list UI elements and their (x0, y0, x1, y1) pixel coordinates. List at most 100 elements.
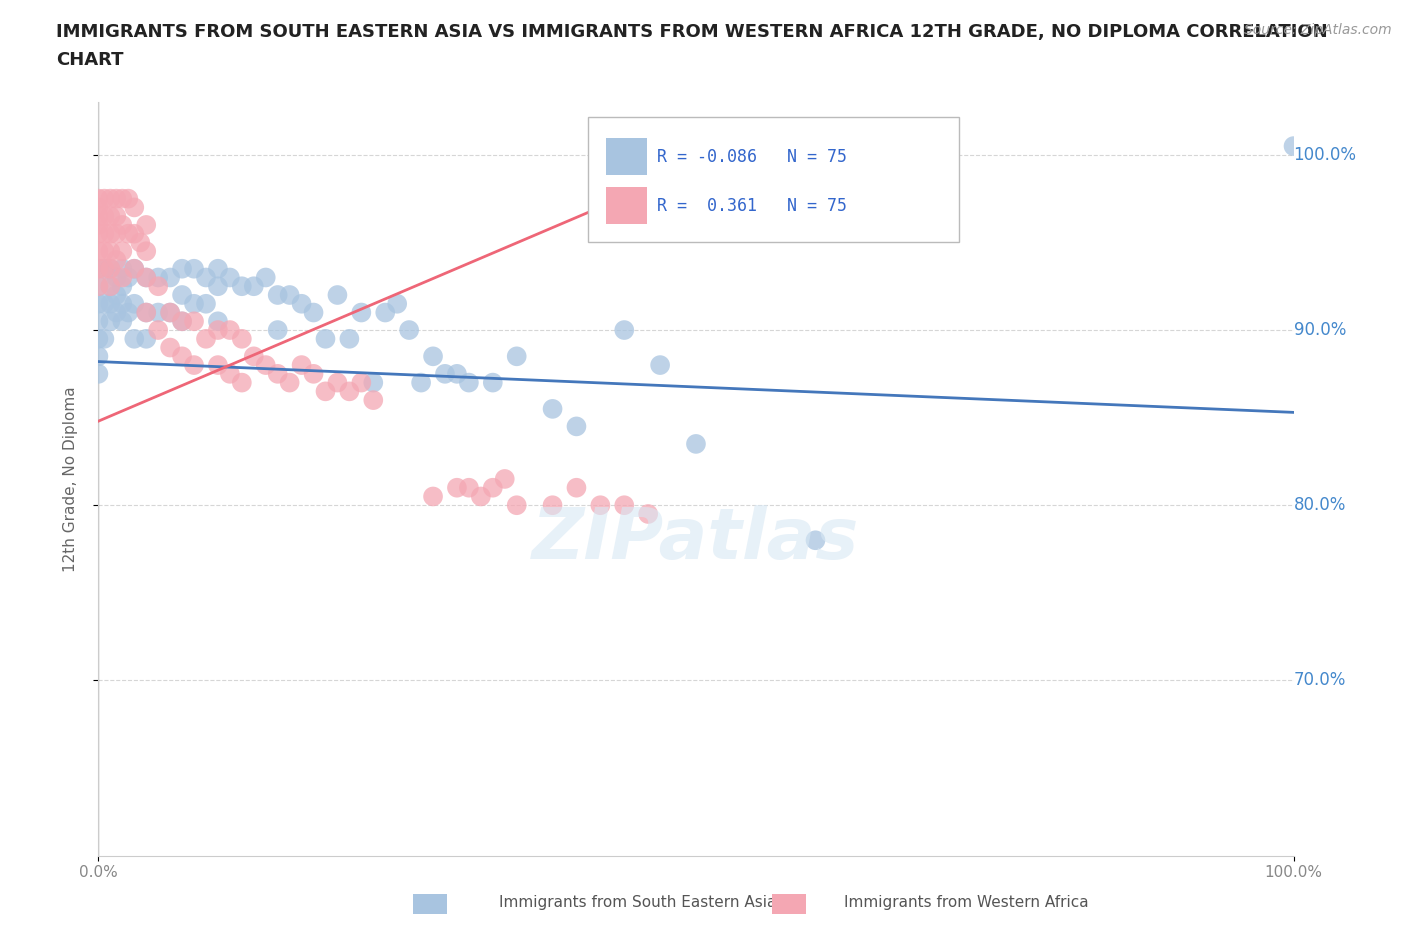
Point (159, 270, 181, 285)
Point (148, 279, 170, 294)
Point (87, 261, 110, 276)
Point (231, 331, 253, 346)
Point (111, 192, 134, 206)
Point (302, 305, 325, 320)
Point (87, 297, 110, 312)
Point (148, 323, 170, 338)
Point (315, 384, 337, 399)
Point (135, 270, 157, 285)
Point (87, 192, 110, 206)
Text: IMMIGRANTS FROM SOUTH EASTERN ASIA VS IMMIGRANTS FROM WESTERN AFRICA 12TH GRADE,: IMMIGRANTS FROM SOUTH EASTERN ASIA VS IM… (56, 23, 1327, 41)
Point (470, 489, 492, 504)
Point (135, 218, 157, 232)
Point (87, 218, 110, 232)
Point (183, 297, 205, 312)
Point (363, 392, 385, 407)
Point (267, 323, 290, 338)
Point (87, 313, 110, 328)
Text: 80.0%: 80.0% (1294, 497, 1346, 514)
Point (291, 358, 314, 373)
Point (87, 331, 110, 346)
Point (541, 402, 564, 417)
Point (117, 226, 139, 241)
Point (637, 507, 659, 522)
Point (613, 323, 636, 338)
Point (422, 349, 444, 364)
Point (159, 305, 181, 320)
Point (93, 297, 115, 312)
Point (93, 244, 115, 259)
Point (87, 244, 110, 259)
Point (111, 218, 134, 232)
Point (148, 305, 170, 320)
Point (172, 313, 194, 328)
FancyBboxPatch shape (589, 117, 959, 242)
Point (98, 208, 122, 223)
Point (87, 261, 110, 276)
Point (87, 200, 110, 215)
Point (117, 192, 139, 206)
Point (93, 226, 115, 241)
Point (98, 297, 122, 312)
Point (589, 498, 612, 512)
Point (135, 305, 157, 320)
Point (565, 480, 588, 495)
Point (207, 323, 229, 338)
Point (87, 208, 110, 223)
Point (124, 261, 146, 276)
Point (446, 366, 468, 381)
Point (195, 270, 218, 285)
Point (183, 313, 205, 328)
Point (243, 279, 266, 294)
Point (385, 297, 409, 312)
Point (87, 349, 110, 364)
Point (183, 261, 205, 276)
Text: ZIPatlas: ZIPatlas (533, 505, 859, 574)
Point (124, 331, 146, 346)
Point (506, 498, 529, 512)
Point (135, 331, 157, 346)
Text: CHART: CHART (56, 51, 124, 69)
Point (124, 297, 146, 312)
Point (135, 244, 157, 259)
Point (98, 279, 122, 294)
Point (93, 331, 115, 346)
Point (363, 375, 385, 390)
Point (105, 226, 128, 241)
Point (111, 313, 134, 328)
Point (207, 261, 229, 276)
Point (98, 261, 122, 276)
Point (87, 226, 110, 241)
Text: 90.0%: 90.0% (1294, 321, 1346, 339)
Point (105, 192, 128, 206)
Point (124, 261, 146, 276)
Point (291, 297, 314, 312)
Point (117, 270, 139, 285)
Point (326, 375, 349, 390)
Point (111, 270, 134, 285)
Point (613, 498, 636, 512)
Point (105, 253, 128, 268)
Point (159, 340, 181, 355)
Point (117, 305, 139, 320)
Point (87, 279, 110, 294)
Point (129, 235, 152, 250)
Point (267, 287, 290, 302)
Point (183, 358, 205, 373)
Text: R =  0.361   N = 75: R = 0.361 N = 75 (657, 196, 846, 215)
Point (398, 323, 420, 338)
Point (481, 375, 505, 390)
Point (481, 480, 505, 495)
Point (278, 375, 301, 390)
FancyBboxPatch shape (606, 188, 647, 224)
Point (172, 313, 194, 328)
Point (350, 305, 373, 320)
Point (105, 287, 128, 302)
Point (111, 297, 134, 312)
Point (302, 366, 325, 381)
Point (326, 287, 349, 302)
Point (207, 279, 229, 294)
Y-axis label: 12th Grade, No Diploma: 12th Grade, No Diploma (63, 386, 77, 572)
Point (207, 313, 229, 328)
Point (267, 366, 290, 381)
